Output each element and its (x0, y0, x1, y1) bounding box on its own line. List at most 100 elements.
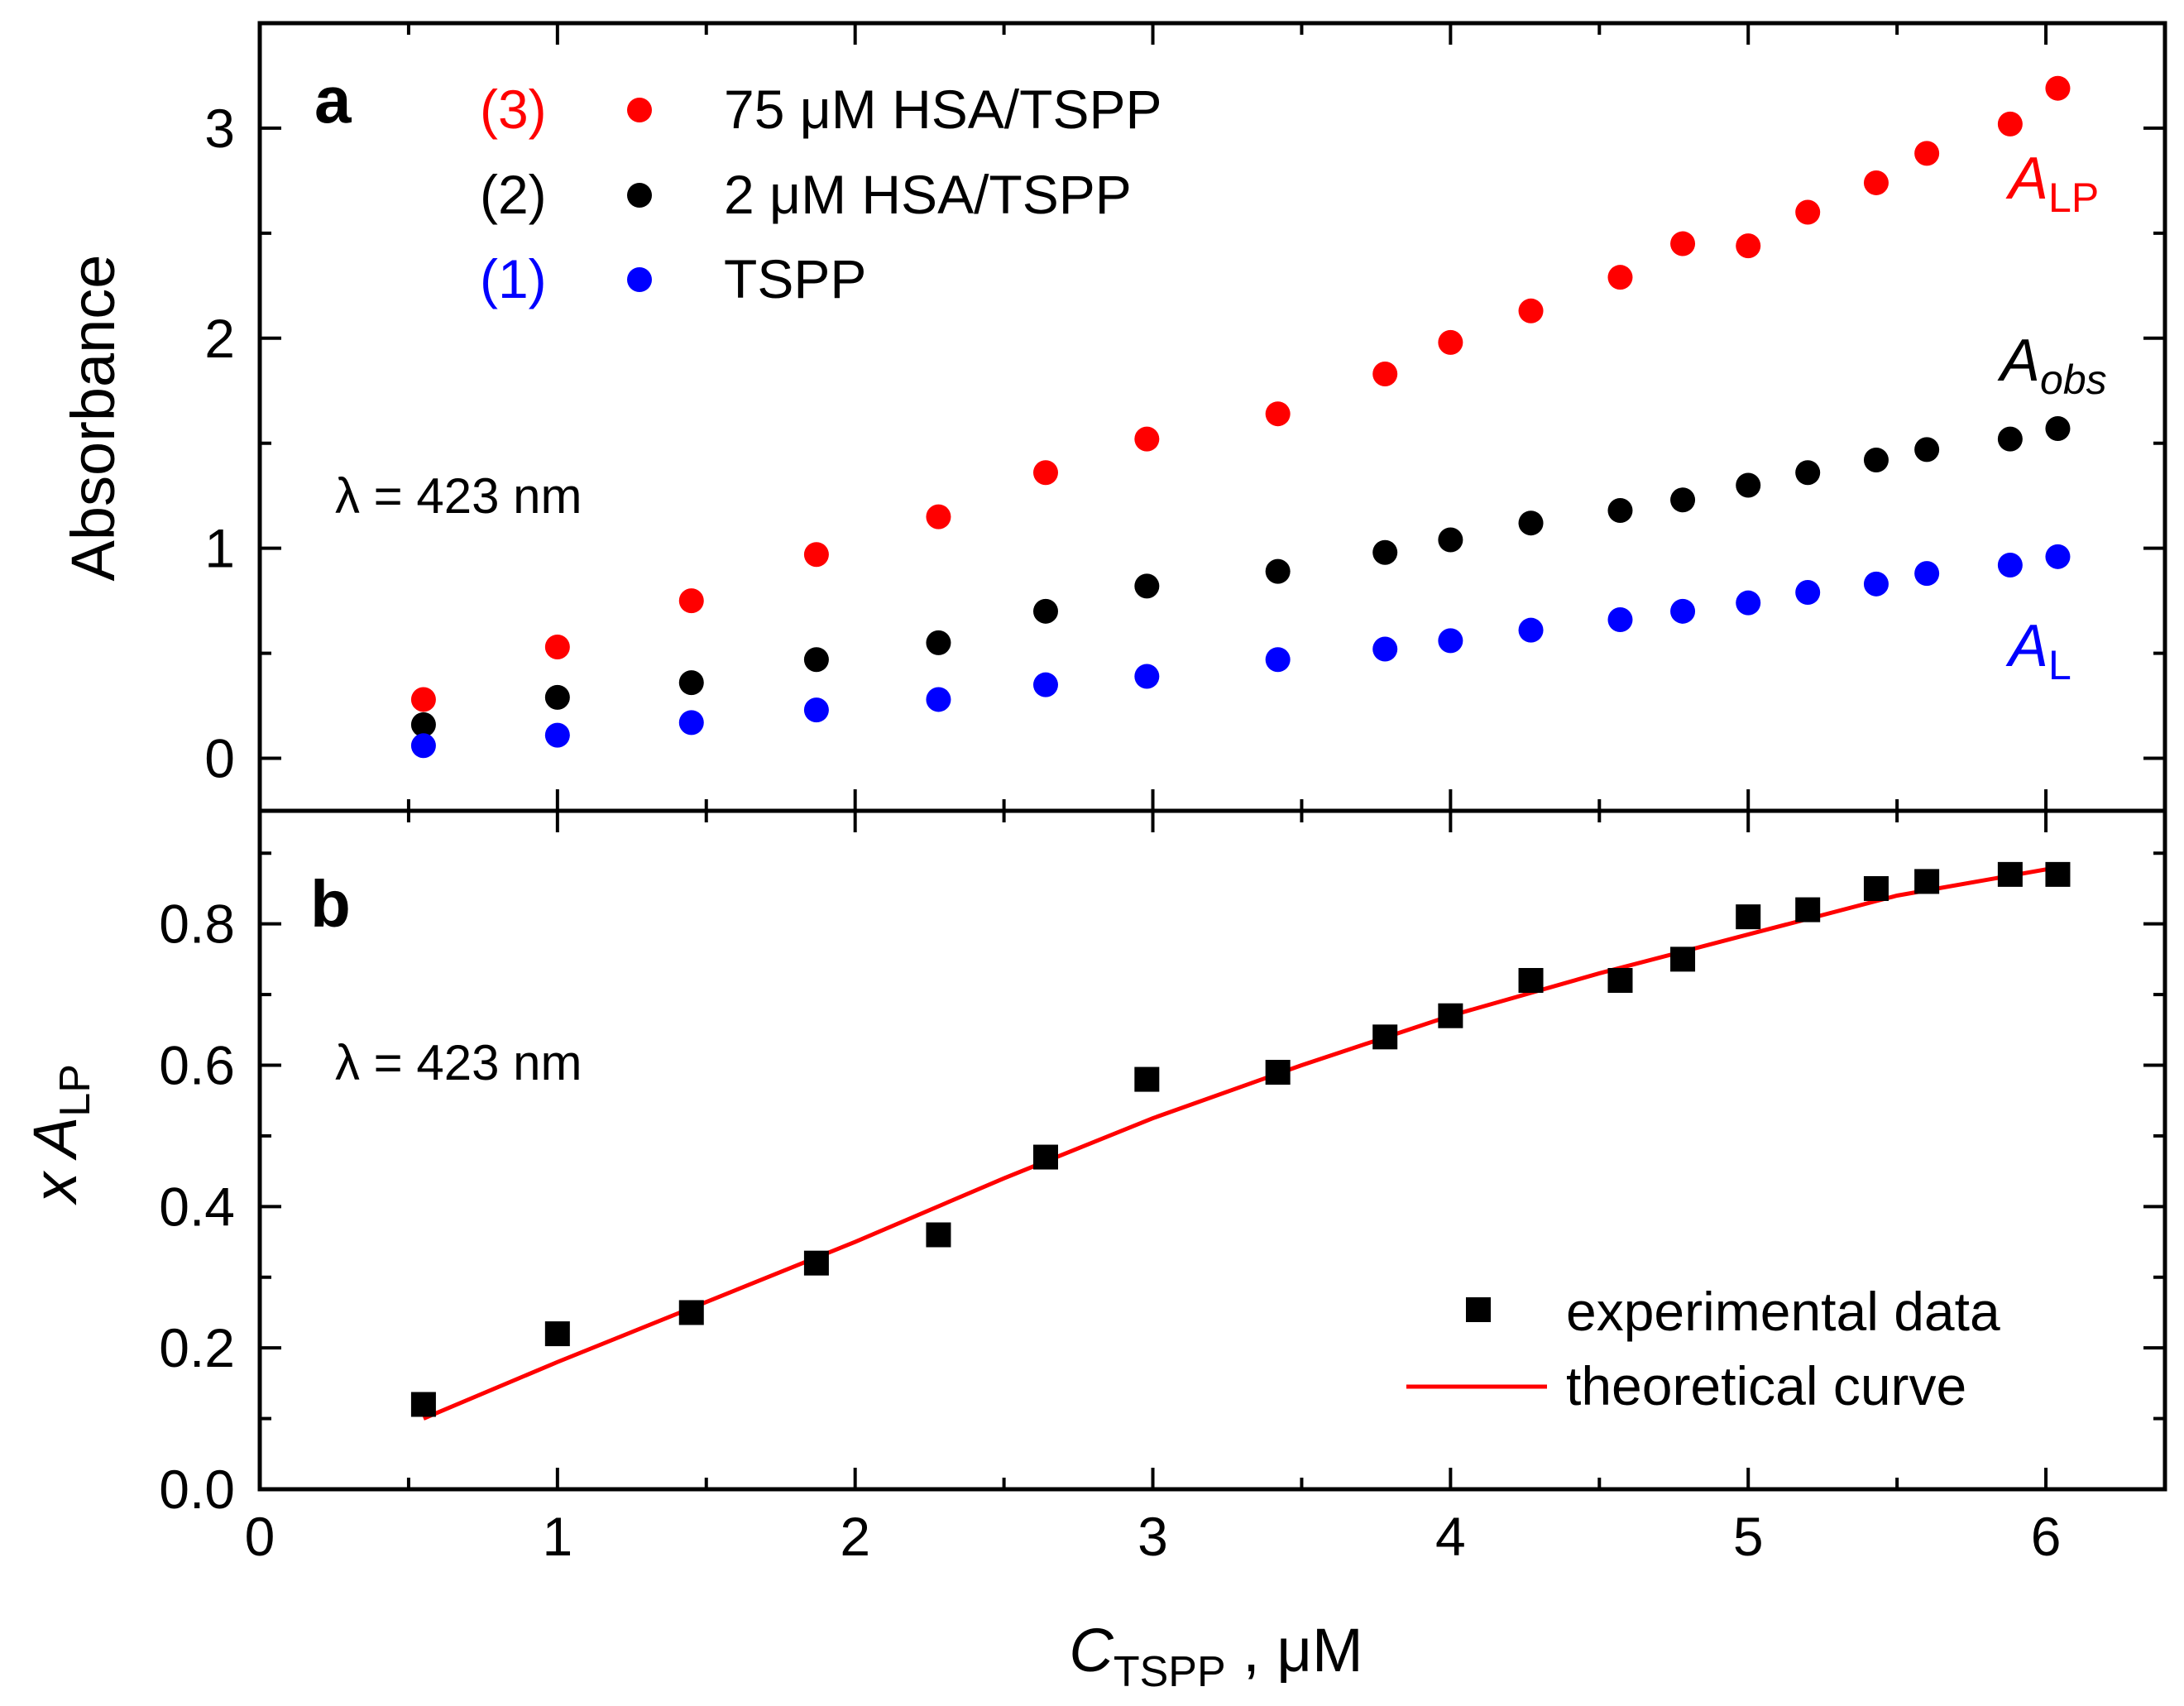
y-tick-label: 0.6 (159, 1035, 235, 1096)
data-point-series-3 (803, 542, 829, 568)
data-point-series-3 (1134, 426, 1160, 452)
data-point-series-1 (1914, 561, 1940, 587)
x-tick-label: 0 (245, 1506, 275, 1567)
data-point-series-1 (1736, 590, 1761, 616)
data-point-series-3 (1914, 141, 1940, 166)
experimental-data-point (1438, 1003, 1463, 1028)
experimental-data-point (1795, 897, 1821, 922)
x-axis-title: CTSPP , μM (1069, 1616, 1363, 1696)
svg-text:x ALP: x ALP (21, 1064, 99, 1205)
legend-tag-1: (1) (480, 248, 547, 309)
x-tick-label: 3 (1138, 1506, 1168, 1567)
x-axis-title-sub: TSPP (1114, 1648, 1226, 1696)
panel-a-letter: a (314, 63, 352, 137)
experimental-data-point (1032, 1144, 1058, 1170)
data-point-series-3 (1265, 401, 1291, 427)
panel-b-ticks: 0 1 2 3 4 5 6 0.0 0.2 0.4 0.6 0.8 (159, 811, 2165, 1567)
data-point-series-2 (1032, 598, 1058, 624)
data-point-series-2 (1518, 510, 1544, 536)
panel-b-y-axis-title-sub: LP (51, 1064, 99, 1117)
experimental-data-point (1265, 1060, 1291, 1085)
experimental-data-point (1997, 861, 2023, 887)
data-point-series-3 (1372, 361, 1398, 386)
data-point-series-3 (2045, 75, 2071, 101)
data-point-series-2 (2045, 415, 2071, 441)
data-point-series-1 (1372, 636, 1398, 662)
data-point-series-2 (678, 670, 704, 696)
panel-b-y-axis-title: x ALP (21, 1064, 99, 1205)
experimental-data-point (2045, 861, 2071, 887)
data-point-series-1 (1863, 571, 1889, 597)
panel-b-frame (257, 808, 2167, 1492)
experimental-data-point (926, 1222, 951, 1248)
panel-a-legend: (3) 75 μM HSA/TSPP (2) 2 μM HSA/TSPP (1) TSPP (480, 79, 1162, 309)
data-point-series-1 (1607, 606, 1633, 632)
data-point-series-3 (678, 588, 704, 614)
panel-a-frame (257, 21, 2167, 813)
y-tick-label: 0.2 (159, 1317, 235, 1378)
legend-label-1: TSPP (724, 248, 866, 309)
data-point-series-3 (1863, 170, 1889, 195)
data-point-series-3 (1032, 460, 1058, 486)
x-tick-label: 1 (542, 1506, 572, 1567)
data-point-series-3 (544, 634, 570, 659)
legend-marker-2 (627, 183, 652, 208)
experimental-data-point (1607, 968, 1633, 993)
data-point-series-2 (803, 647, 829, 673)
y-tick-label: 0.0 (159, 1459, 235, 1520)
legend-marker-3 (627, 98, 652, 122)
data-point-series-1 (1438, 628, 1463, 654)
experimental-data-point (1134, 1066, 1160, 1092)
data-point-series-2 (926, 630, 951, 655)
panel-b: 0 1 2 3 4 5 6 0.0 0.2 0.4 0.6 0.8 b λ = 423 nm x AL… (21, 808, 2167, 1696)
panel-b-points (410, 861, 2071, 1417)
experimental-data-point (1863, 875, 1889, 901)
experimental-data-point (1736, 904, 1761, 930)
legend-tag-2: (2) (480, 164, 547, 225)
panel-a-ticks: 0 1 2 3 (204, 22, 2165, 811)
data-point-series-2 (1265, 558, 1291, 584)
data-point-series-1 (803, 697, 829, 723)
x-axis-title-unit: , μM (1226, 1616, 1363, 1684)
series-end-label-1: AL (2005, 613, 2071, 688)
y-tick-label: 2 (204, 308, 235, 369)
data-point-series-1 (410, 733, 436, 759)
experimental-data-point (1670, 946, 1696, 972)
legend-tag-3: (3) (480, 79, 547, 140)
data-point-series-3 (410, 687, 436, 712)
experimental-data-point (410, 1392, 436, 1417)
experimental-data-point (1372, 1024, 1398, 1050)
experimental-data-point (1914, 869, 1940, 894)
legend-label-theoretical: theoretical curve (1566, 1355, 1966, 1416)
data-point-series-2 (1134, 573, 1160, 599)
data-point-series-1 (678, 710, 704, 736)
data-point-series-3 (1518, 298, 1544, 323)
data-point-series-1 (2045, 544, 2071, 569)
panel-b-wavelength-annotation: λ = 423 nm (335, 1035, 582, 1090)
data-point-series-1 (1795, 579, 1821, 605)
panel-b-y-axis-title-main: x A (21, 1117, 89, 1205)
series-end-label-2: Aobs (1997, 328, 2107, 403)
x-tick-label: 6 (2031, 1506, 2062, 1567)
data-point-series-3 (1795, 199, 1821, 225)
legend-label-3: 75 μM HSA/TSPP (724, 79, 1162, 140)
panel-a-y-axis-title: Absorbance (59, 255, 127, 582)
panel-b-letter: b (310, 867, 351, 941)
data-point-series-1 (1518, 617, 1544, 643)
data-point-series-1 (1997, 552, 2023, 577)
legend-label-experimental: experimental data (1566, 1281, 2000, 1342)
data-point-series-1 (544, 722, 570, 748)
data-point-series-1 (1670, 598, 1696, 624)
panel-a-wavelength-annotation: λ = 423 nm (335, 468, 582, 524)
x-axis-title-main: C (1069, 1616, 1114, 1684)
experimental-data-point (1518, 968, 1544, 993)
data-point-series-2 (410, 712, 436, 737)
y-tick-label: 0.8 (159, 894, 235, 955)
legend-label-2: 2 μM HSA/TSPP (724, 164, 1132, 225)
data-point-series-3 (1997, 111, 2023, 137)
legend-marker-experimental (1466, 1297, 1491, 1322)
experimental-data-point (803, 1250, 829, 1276)
y-tick-label: 3 (204, 98, 235, 159)
data-point-series-3 (1670, 231, 1696, 256)
experimental-data-point (544, 1321, 570, 1347)
